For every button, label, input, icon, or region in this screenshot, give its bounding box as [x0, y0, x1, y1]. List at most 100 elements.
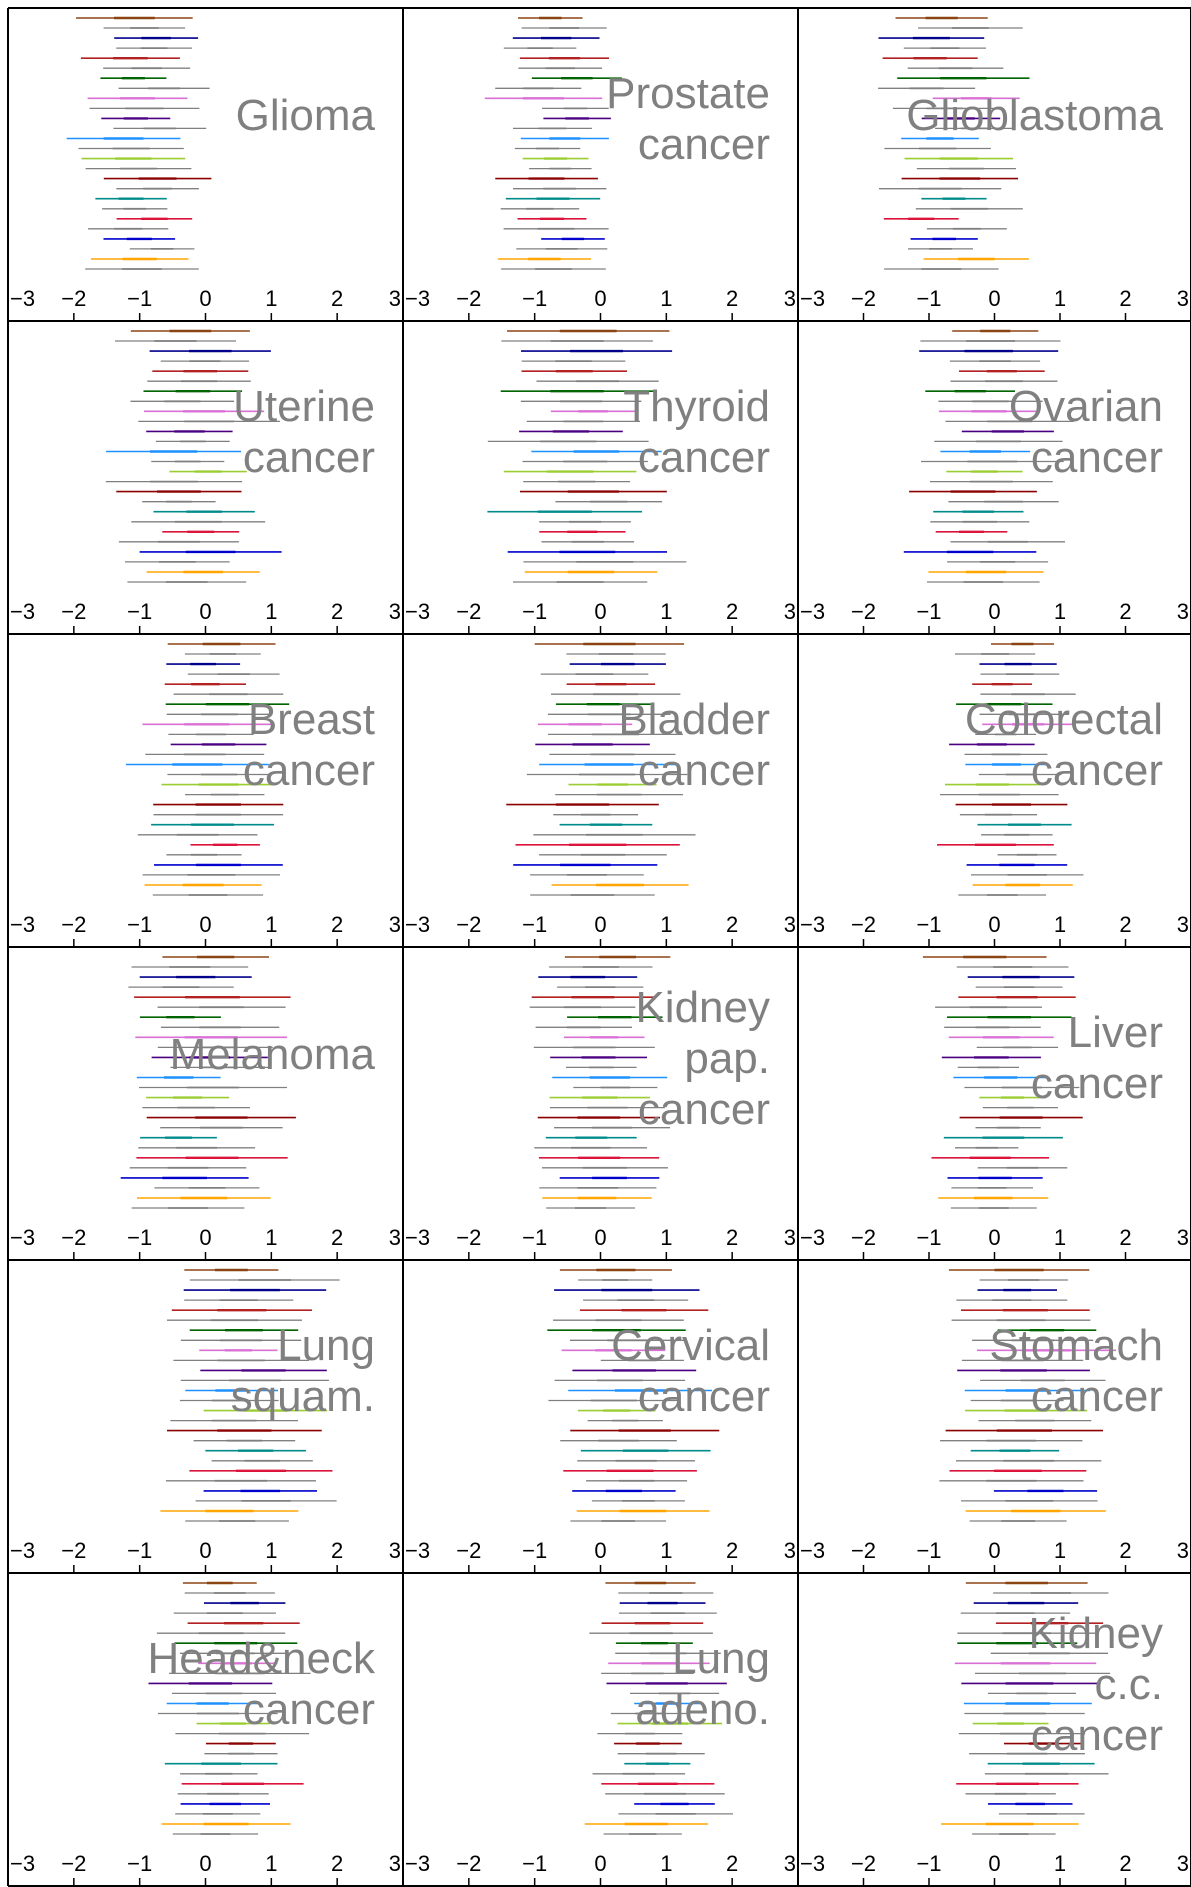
panel-title: Head&neck — [148, 1634, 376, 1683]
panel-title: Glioblastoma — [906, 91, 1163, 140]
tick-label: −2 — [61, 1225, 86, 1250]
panel-0: Glioma −3 −2 −1 0 1 2 3 — [7, 16, 404, 321]
tick-label: −2 — [851, 286, 876, 311]
tick-label: 3 — [389, 1538, 401, 1563]
tick-label: −2 — [851, 1538, 876, 1563]
tick-label: −1 — [916, 1851, 941, 1876]
panel-title: squam. — [231, 1372, 375, 1421]
tick-label: −3 — [405, 1538, 430, 1563]
tick-label: 0 — [988, 599, 1000, 624]
tick-label: −3 — [10, 1225, 35, 1250]
tick-label: 1 — [265, 599, 277, 624]
panel-title: Lung — [672, 1634, 770, 1683]
tick-label: 2 — [726, 1225, 738, 1250]
tick-label: 1 — [265, 1851, 277, 1876]
tick-label: 2 — [1119, 1225, 1131, 1250]
tick-label: −1 — [522, 286, 547, 311]
tick-label: −3 — [405, 912, 430, 937]
tick-label: 0 — [594, 286, 606, 311]
tick-label: 1 — [1054, 1225, 1066, 1250]
tick-label: 3 — [1177, 286, 1189, 311]
tick-label: 0 — [199, 1225, 211, 1250]
tick-label: −3 — [800, 912, 825, 937]
panel-9: Melanoma −3 −2 −1 0 1 2 3 — [7, 955, 404, 1260]
tick-label: 2 — [1119, 912, 1131, 937]
tick-label: 3 — [389, 1225, 401, 1250]
panel-title: Bladder — [618, 695, 770, 744]
tick-label: 0 — [594, 1538, 606, 1563]
tick-label: 1 — [660, 599, 672, 624]
tick-label: −2 — [851, 599, 876, 624]
tick-label: 2 — [726, 912, 738, 937]
tick-label: 2 — [331, 286, 343, 311]
panel-title: Melanoma — [170, 1030, 376, 1079]
tick-label: 3 — [784, 286, 796, 311]
tick-label: 3 — [784, 599, 796, 624]
panel-title: cancer — [1031, 1059, 1163, 1108]
tick-label: −1 — [916, 912, 941, 937]
tick-label: 1 — [660, 286, 672, 311]
tick-label: −1 — [522, 1851, 547, 1876]
tick-label: 0 — [199, 912, 211, 937]
tick-label: 2 — [1119, 286, 1131, 311]
tick-label: −2 — [456, 1225, 481, 1250]
panel-title: cancer — [1031, 1372, 1163, 1421]
tick-label: 0 — [199, 1538, 211, 1563]
tick-label: 1 — [1054, 599, 1066, 624]
tick-label: −1 — [916, 599, 941, 624]
tick-label: 1 — [1054, 286, 1066, 311]
panel-title: cancer — [638, 746, 770, 795]
tick-label: 0 — [594, 1225, 606, 1250]
panel-title: Liver — [1068, 1008, 1163, 1057]
tick-label: −2 — [61, 1851, 86, 1876]
panel-title: cancer — [1031, 1711, 1163, 1760]
panel-title: cancer — [243, 1685, 375, 1734]
tick-label: 0 — [594, 599, 606, 624]
tick-label: 0 — [594, 1851, 606, 1876]
tick-label: 2 — [331, 1225, 343, 1250]
tick-label: −2 — [456, 286, 481, 311]
tick-label: 1 — [265, 286, 277, 311]
tick-label: −1 — [127, 1225, 152, 1250]
tick-label: −3 — [405, 599, 430, 624]
panel-title: cancer — [1031, 433, 1163, 482]
tick-label: 2 — [726, 1851, 738, 1876]
panel-title: cancer — [243, 433, 375, 482]
panel-title: pap. — [684, 1034, 770, 1083]
tick-label: 0 — [199, 286, 211, 311]
tick-label: 3 — [1177, 1851, 1189, 1876]
tick-label: −2 — [61, 1538, 86, 1563]
tick-label: 2 — [726, 1538, 738, 1563]
tick-label: −3 — [800, 599, 825, 624]
panel-title: Prostate — [606, 69, 770, 118]
tick-label: 0 — [988, 1538, 1000, 1563]
panel-title: Colorectal — [965, 695, 1163, 744]
tick-label: −2 — [61, 286, 86, 311]
tick-label: 3 — [389, 1851, 401, 1876]
tick-label: 2 — [726, 599, 738, 624]
tick-label: −3 — [405, 286, 430, 311]
tick-label: −1 — [127, 286, 152, 311]
tick-label: 2 — [726, 286, 738, 311]
tick-label: −2 — [61, 912, 86, 937]
tick-label: −2 — [456, 599, 481, 624]
tick-label: 0 — [199, 599, 211, 624]
panel-title: Ovarian — [1009, 382, 1163, 431]
tick-label: −1 — [916, 1538, 941, 1563]
tick-label: −3 — [405, 1225, 430, 1250]
tick-label: 2 — [1119, 599, 1131, 624]
tick-label: 1 — [660, 1538, 672, 1563]
tick-label: 2 — [331, 1851, 343, 1876]
tick-label: 3 — [389, 599, 401, 624]
panel-title: cancer — [638, 1372, 770, 1421]
tick-label: −3 — [800, 1225, 825, 1250]
tick-label: −3 — [10, 599, 35, 624]
tick-label: −1 — [522, 912, 547, 937]
panel-title: cancer — [638, 433, 770, 482]
